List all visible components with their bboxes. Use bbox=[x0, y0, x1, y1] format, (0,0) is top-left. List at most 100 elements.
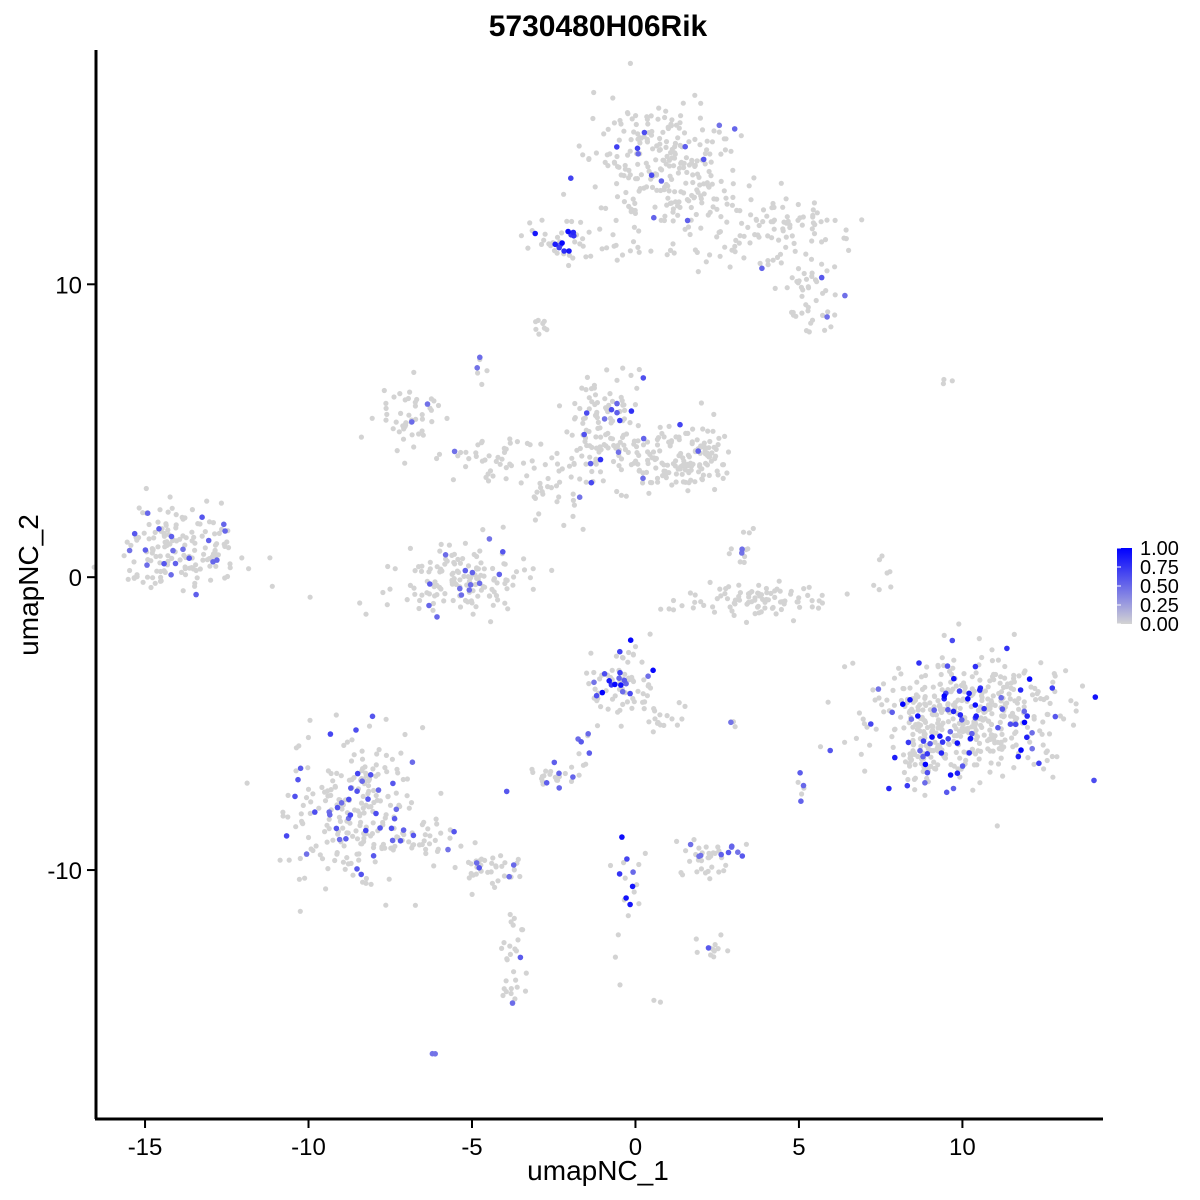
cell-point bbox=[326, 816, 332, 822]
cell-point bbox=[832, 264, 838, 270]
cell-point bbox=[661, 434, 667, 440]
cell-point bbox=[300, 802, 306, 809]
cell-point bbox=[1013, 742, 1019, 748]
cell-point bbox=[586, 406, 592, 412]
cell-point bbox=[922, 695, 928, 702]
cell-point-expressing bbox=[728, 719, 734, 726]
cell-point bbox=[712, 486, 718, 493]
cell-point bbox=[482, 584, 488, 590]
cell-point bbox=[713, 453, 719, 459]
cell-point bbox=[733, 237, 739, 243]
cell-point bbox=[922, 792, 928, 798]
cell-point bbox=[561, 522, 567, 529]
cell-point bbox=[407, 545, 413, 552]
cell-point bbox=[805, 284, 811, 290]
cell-point bbox=[510, 922, 516, 928]
cell-point bbox=[873, 726, 879, 732]
cell-point bbox=[803, 251, 809, 257]
cell-point bbox=[480, 527, 486, 533]
cell-point bbox=[169, 505, 175, 511]
cell-point bbox=[731, 600, 737, 606]
cell-point-expressing bbox=[959, 717, 965, 723]
cell-point bbox=[213, 563, 219, 569]
cell-point bbox=[790, 618, 797, 624]
cell-point bbox=[595, 425, 601, 431]
cell-point bbox=[727, 604, 733, 610]
cell-point bbox=[703, 259, 709, 265]
cell-point-expressing bbox=[892, 754, 898, 761]
cell-point bbox=[396, 429, 402, 435]
cell-point bbox=[499, 456, 505, 462]
cell-point bbox=[927, 700, 933, 706]
cell-point bbox=[844, 591, 850, 597]
cell-point bbox=[524, 473, 530, 479]
cell-point bbox=[414, 396, 420, 403]
cell-point bbox=[601, 442, 607, 448]
cell-point bbox=[488, 869, 494, 875]
cell-point bbox=[501, 445, 507, 451]
cell-point bbox=[416, 431, 422, 437]
cell-point bbox=[483, 474, 489, 480]
cell-point bbox=[661, 217, 668, 224]
cell-point bbox=[673, 471, 680, 477]
cell-point bbox=[1012, 730, 1018, 737]
cell-point bbox=[682, 479, 689, 485]
cell-point bbox=[609, 696, 616, 702]
cell-point-expressing bbox=[640, 475, 646, 482]
cell-point bbox=[619, 252, 626, 258]
cell-point bbox=[1001, 744, 1007, 750]
cell-point-expressing bbox=[434, 614, 440, 620]
cell-point bbox=[313, 843, 319, 849]
cell-point bbox=[454, 568, 460, 574]
cell-point bbox=[871, 582, 877, 588]
cell-point bbox=[842, 664, 848, 670]
cell-point bbox=[533, 326, 539, 332]
cell-point bbox=[146, 521, 152, 528]
cell-point-expressing bbox=[172, 560, 179, 567]
cell-point bbox=[730, 181, 736, 187]
cell-point bbox=[1014, 715, 1020, 721]
cell-point bbox=[212, 531, 218, 537]
cell-point bbox=[784, 285, 790, 291]
cell-point bbox=[462, 597, 469, 604]
cell-point bbox=[644, 693, 651, 699]
cell-point bbox=[989, 711, 995, 717]
cell-point bbox=[515, 937, 521, 943]
cell-point bbox=[598, 434, 604, 440]
cell-point bbox=[975, 707, 982, 714]
x-tick-label: 5 bbox=[792, 1134, 805, 1161]
cell-point-expressing bbox=[618, 682, 624, 688]
cell-point bbox=[503, 465, 509, 471]
cell-point bbox=[718, 214, 724, 220]
cell-point bbox=[661, 468, 667, 474]
cell-point bbox=[780, 204, 786, 210]
color-legend: 1.000.750.500.250.00 bbox=[1117, 538, 1179, 636]
cell-point bbox=[978, 693, 985, 699]
cell-point bbox=[932, 739, 938, 745]
cell-point bbox=[985, 696, 991, 702]
cell-point bbox=[686, 198, 692, 204]
cell-point-expressing bbox=[924, 769, 931, 776]
cell-point bbox=[603, 432, 609, 438]
cell-point bbox=[939, 655, 945, 661]
cell-point bbox=[611, 120, 618, 126]
cell-point bbox=[989, 647, 995, 653]
cell-point bbox=[751, 175, 757, 181]
cell-point bbox=[549, 455, 555, 461]
cell-point bbox=[310, 847, 316, 854]
cell-point bbox=[778, 606, 785, 613]
cell-point bbox=[806, 584, 812, 590]
cell-point bbox=[645, 449, 651, 455]
cell-point bbox=[732, 243, 738, 249]
cell-point bbox=[589, 468, 595, 475]
cell-point-expressing bbox=[1007, 721, 1014, 727]
cell-point-expressing bbox=[551, 759, 558, 766]
cell-point bbox=[468, 861, 474, 867]
cell-point bbox=[642, 850, 648, 857]
cell-point bbox=[463, 449, 469, 455]
cell-point-expressing bbox=[1036, 760, 1042, 767]
cell-point bbox=[666, 606, 672, 612]
cell-point bbox=[210, 551, 217, 557]
cell-point bbox=[1006, 691, 1012, 697]
x-tick-label: -15 bbox=[128, 1134, 163, 1161]
